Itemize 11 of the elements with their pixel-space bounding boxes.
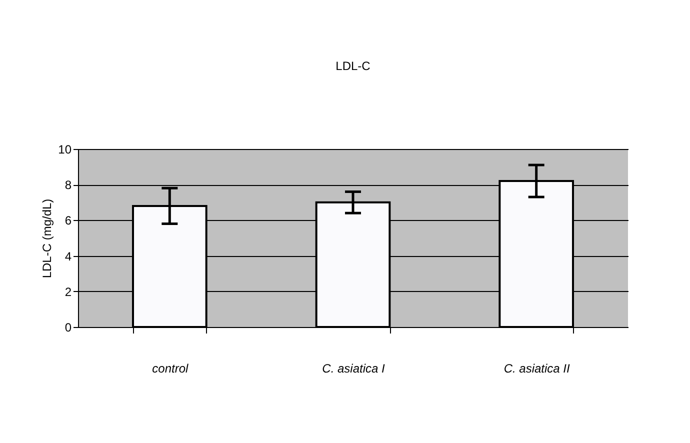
y-axis-title: LDL-C (mg/dL) xyxy=(40,198,54,278)
x-tick-label: C. asiatica I xyxy=(322,362,386,376)
y-tick-label: 0 xyxy=(64,320,72,334)
chart-title: LDL-C xyxy=(336,59,371,73)
x-tick-label: C. asiatica II xyxy=(504,362,571,376)
y-tick-label: 2 xyxy=(64,284,72,299)
x-tick-label: control xyxy=(152,362,189,376)
y-tick-label: 8 xyxy=(64,178,72,192)
y-tick-label: 10 xyxy=(58,142,72,156)
y-tick-label: 4 xyxy=(64,249,72,264)
y-tick-label: 6 xyxy=(64,214,72,228)
